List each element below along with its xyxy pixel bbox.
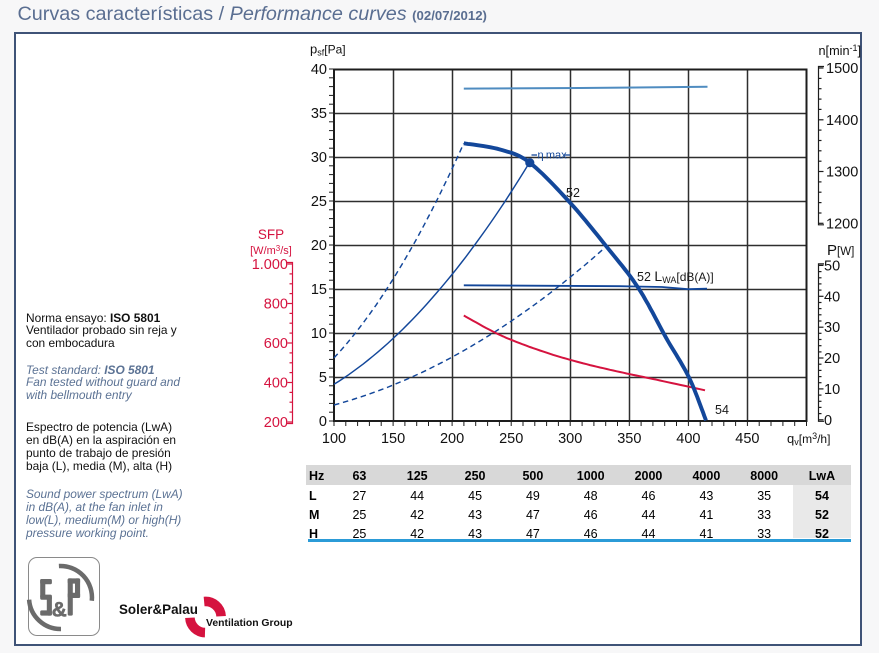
svg-text:qv[m3/h]: qv[m3/h] <box>787 431 830 447</box>
svg-text:n[min-1]: n[min-1] <box>819 43 862 58</box>
svg-text:300: 300 <box>558 431 582 447</box>
svg-text:1400: 1400 <box>826 113 858 129</box>
svg-text:psf[Pa]: psf[Pa] <box>310 42 346 58</box>
svg-text:1200: 1200 <box>826 216 858 232</box>
svg-text:40: 40 <box>311 62 327 78</box>
svg-text:35: 35 <box>311 106 327 122</box>
svg-text:150: 150 <box>381 431 405 447</box>
svg-text:&: & <box>52 599 67 622</box>
svg-text:54: 54 <box>715 403 729 417</box>
svg-text:P[W]: P[W] <box>827 242 854 259</box>
svg-text:450: 450 <box>735 431 759 447</box>
svg-text:40: 40 <box>824 289 840 305</box>
svg-text:0: 0 <box>824 413 832 429</box>
svg-text:600: 600 <box>264 336 288 352</box>
svg-text:50: 50 <box>824 258 840 274</box>
svg-text:5: 5 <box>319 370 327 386</box>
svg-text:250: 250 <box>499 431 523 447</box>
svg-text:1500: 1500 <box>826 61 858 77</box>
svg-text:400: 400 <box>676 431 700 447</box>
svg-text:1.000: 1.000 <box>252 257 288 273</box>
svg-text:η max: η max <box>538 150 568 162</box>
svg-text:20: 20 <box>824 351 840 367</box>
svg-text:100: 100 <box>322 431 346 447</box>
svg-text:30: 30 <box>824 320 840 336</box>
svg-text:200: 200 <box>440 431 464 447</box>
svg-text:[W/m3/s]: [W/m3/s] <box>250 244 292 257</box>
svg-text:10: 10 <box>824 382 840 398</box>
svg-text:52: 52 <box>566 186 580 200</box>
svg-text:15: 15 <box>311 282 327 298</box>
svg-text:400: 400 <box>264 376 288 392</box>
svg-text:30: 30 <box>311 150 327 166</box>
svg-text:0: 0 <box>319 414 327 430</box>
svg-text:25: 25 <box>311 194 327 210</box>
svg-text:52 LWA[dB(A)]: 52 LWA[dB(A)] <box>637 268 714 285</box>
svg-text:1300: 1300 <box>826 165 858 181</box>
svg-text:350: 350 <box>617 431 641 447</box>
svg-text:200: 200 <box>264 415 288 431</box>
svg-text:800: 800 <box>264 297 288 313</box>
svg-text:SFP: SFP <box>258 227 284 242</box>
svg-text:20: 20 <box>311 238 327 254</box>
svg-text:10: 10 <box>311 326 327 342</box>
